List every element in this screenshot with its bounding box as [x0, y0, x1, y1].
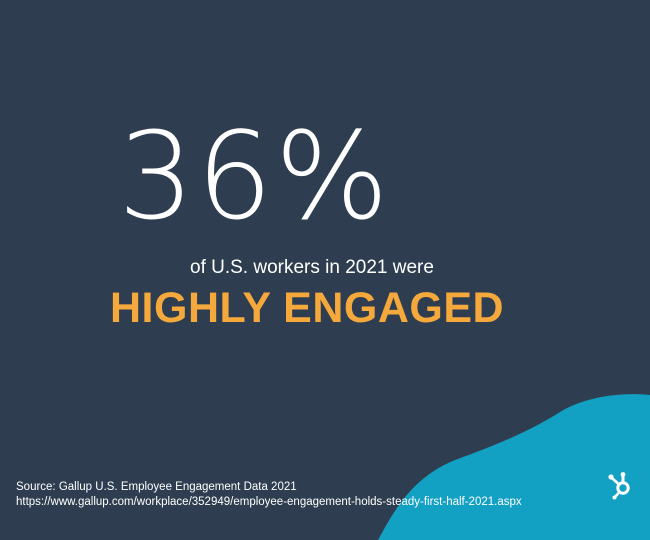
source-citation: Source: Gallup U.S. Employee Engagement …: [16, 480, 536, 510]
stat-subtitle: of U.S. workers in 2021 were: [190, 257, 434, 278]
stat-value: 36%: [118, 108, 391, 247]
stat-headline: HIGHLY ENGAGED: [110, 284, 505, 332]
hubspot-sprocket-icon: [608, 472, 630, 500]
source-url: https://www.gallup.com/workplace/352949/…: [16, 496, 522, 508]
source-label: Source: Gallup U.S. Employee Engagement …: [16, 481, 297, 493]
